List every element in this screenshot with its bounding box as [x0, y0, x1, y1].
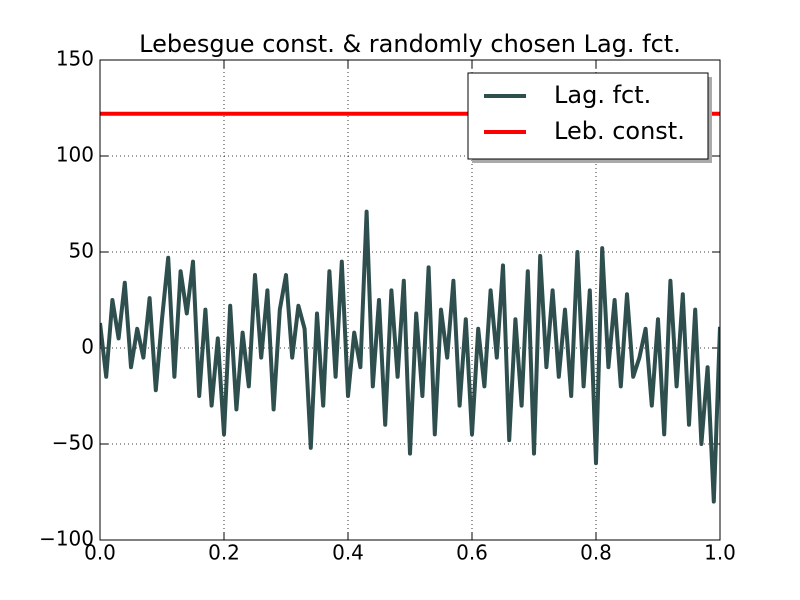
y-tick-label: 0: [81, 335, 94, 359]
y-tick-label: 50: [69, 239, 94, 263]
y-tick-label: 150: [56, 47, 94, 71]
plot-frame: [99, 59, 721, 541]
y-tick-label: 100: [56, 143, 94, 167]
x-tick-label: 0.8: [580, 541, 612, 565]
x-tick-label: 0.6: [456, 541, 488, 565]
chart-title: Lebesgue const. & randomly chosen Lag. f…: [139, 30, 681, 58]
x-tick-label: 0.2: [208, 541, 240, 565]
x-tick-label: 0.4: [332, 541, 364, 565]
legend-label: Leb. const.: [554, 117, 685, 145]
x-tick-label: 1.0: [704, 541, 736, 565]
line-series: [100, 209, 720, 504]
legend-label: Lag. fct.: [554, 81, 651, 109]
legend-box: [467, 72, 709, 160]
y-tick-label: −100: [39, 527, 94, 551]
x-tick-label: 0.0: [84, 541, 116, 565]
y-tick-label: −50: [52, 431, 94, 455]
